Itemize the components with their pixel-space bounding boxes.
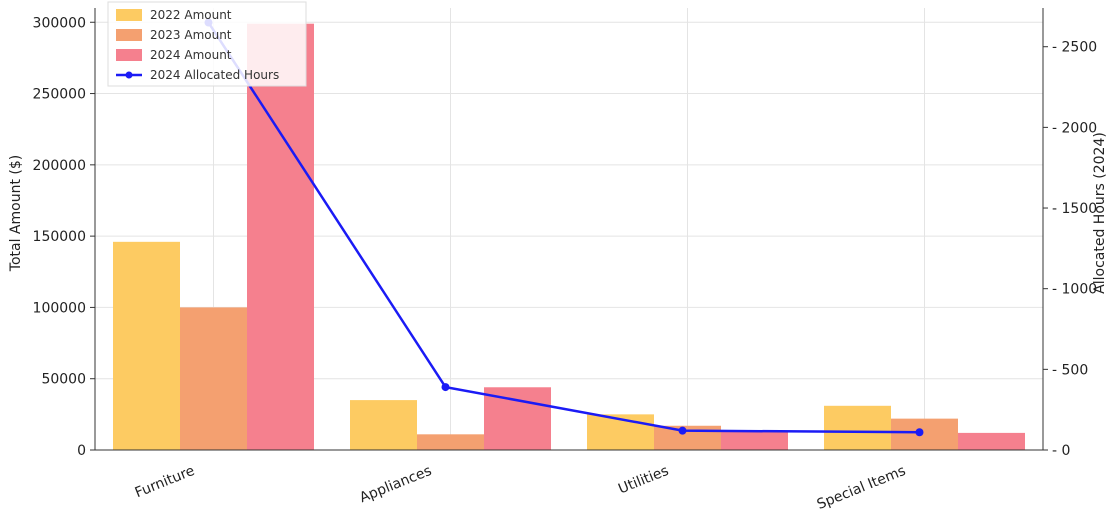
legend-swatch — [116, 9, 142, 21]
y-tick-label: 50000 — [41, 372, 86, 388]
x-tick-label: Appliances — [357, 463, 434, 506]
y2-tick-label: - 500 — [1052, 362, 1088, 378]
y-tick-label: 100000 — [33, 300, 86, 316]
legend-label: 2022 Amount — [150, 8, 232, 22]
y-axis-right-ticks: - 0 - 500 - 1000 - 1500 - 2000 - 2500 — [1043, 40, 1097, 459]
bar — [113, 241, 180, 450]
bars — [113, 23, 1025, 451]
x-tick-label: Furniture — [133, 463, 197, 501]
legend-swatch — [116, 49, 142, 61]
legend-swatch — [116, 29, 142, 41]
bar — [824, 405, 891, 450]
legend-label: 2024 Amount — [150, 48, 232, 62]
legend-label: 2024 Allocated Hours — [150, 68, 279, 82]
y2-tick-label: - 1000 — [1052, 282, 1097, 298]
bar — [180, 307, 247, 450]
y2-tick-label: - 1500 — [1052, 201, 1097, 217]
y-tick-label: 150000 — [33, 229, 86, 245]
bar — [417, 434, 484, 450]
x-tick-label: Special Items — [815, 463, 908, 513]
y-tick-label: 250000 — [33, 87, 86, 103]
x-tick-label: Utilities — [616, 463, 671, 498]
y-tick-label: 200000 — [33, 158, 86, 174]
y-axis-left-ticks: 0 50000 100000 150000 200000 250000 300000 — [33, 15, 95, 459]
y-tick-label: 300000 — [33, 15, 86, 31]
y2-tick-label: - 2000 — [1052, 120, 1097, 136]
hours-line — [207, 21, 920, 434]
y-axis-left-title: Total Amount ($) — [8, 155, 24, 272]
hours-point — [915, 428, 924, 437]
legend: 2022 Amount 2023 Amount 2024 Amount 2024 Al… — [107, 1, 307, 87]
bar — [247, 23, 314, 451]
bar — [350, 400, 417, 450]
y2-tick-label: - 2500 — [1052, 40, 1097, 56]
legend-marker — [125, 71, 133, 79]
legend-label: 2023 Amount — [150, 28, 232, 42]
y-axis-right-title: Allocated Hours (2024) — [1092, 132, 1108, 294]
bar — [654, 425, 721, 450]
y2-tick-label: - 0 — [1052, 443, 1070, 459]
axes — [94, 8, 1044, 451]
y-tick-label: 0 — [77, 443, 86, 459]
hours-point — [678, 426, 687, 435]
bar — [721, 431, 788, 450]
bar — [958, 432, 1025, 450]
x-axis-tick-labels: Furniture Appliances Utilities Special Item… — [133, 463, 908, 513]
hours-point — [441, 383, 450, 392]
bar — [891, 418, 958, 450]
bar — [484, 387, 551, 450]
